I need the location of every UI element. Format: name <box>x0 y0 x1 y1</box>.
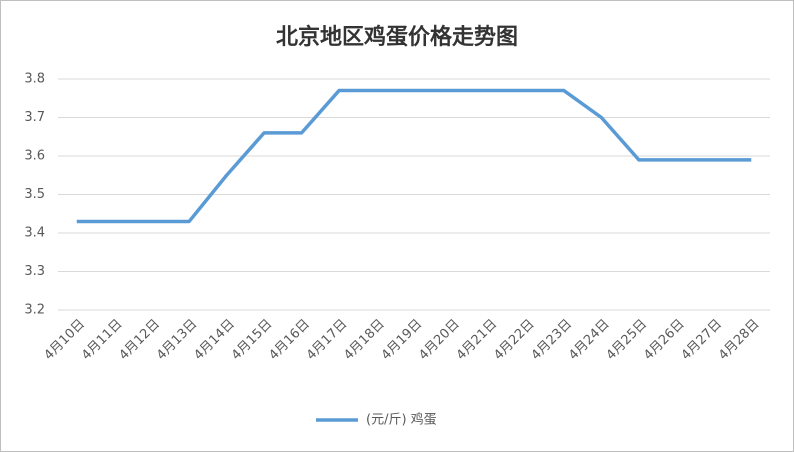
legend-label: (元/斤) 鸡蛋 <box>366 412 437 428</box>
y-tick-label: 3.4 <box>24 226 45 241</box>
y-tick-label: 3.7 <box>24 110 45 125</box>
y-tick-label: 3.8 <box>24 72 45 87</box>
series-line <box>76 88 752 224</box>
y-tick-label: 3.3 <box>24 264 45 279</box>
y-tick-label: 3.5 <box>24 187 45 202</box>
y-tick-label: 3.6 <box>24 149 45 164</box>
chart-title: 北京地区鸡蛋价格走势图 <box>276 24 518 50</box>
y-tick-label: 3.2 <box>24 303 45 318</box>
